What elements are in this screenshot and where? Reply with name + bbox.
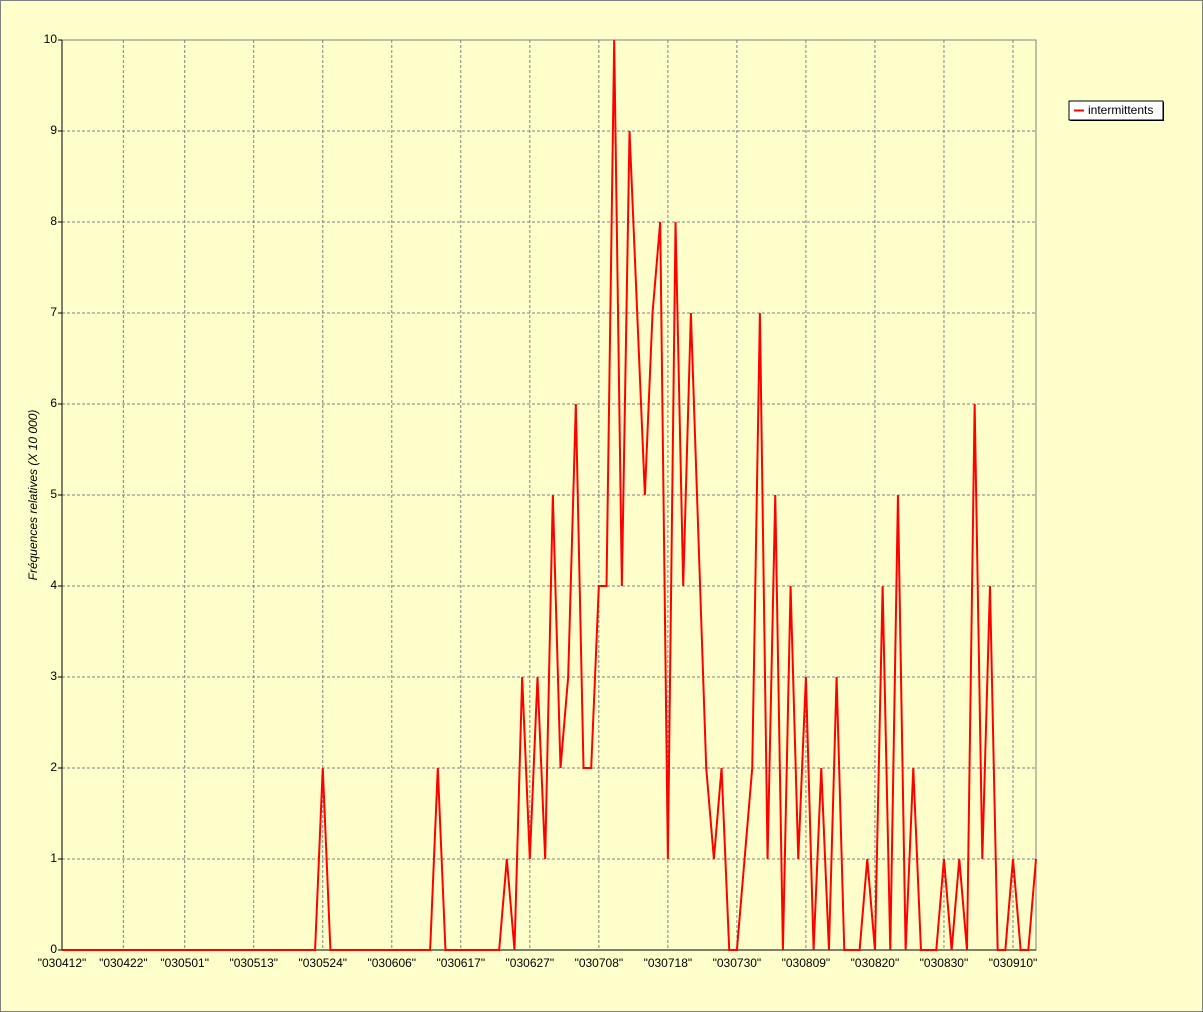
x-tick-label: "030606" — [367, 956, 416, 970]
x-tick-label: "030513" — [229, 956, 278, 970]
y-tick-label: 2 — [50, 760, 57, 774]
line-series — [62, 39, 1037, 951]
x-tick-label: "030730" — [713, 956, 762, 970]
x-tick-label: "030830" — [920, 956, 969, 970]
x-tick-label: "030708" — [575, 956, 624, 970]
y-tick-label: 3 — [50, 669, 57, 683]
x-tick-label: "030617" — [437, 956, 486, 970]
x-tick-label: "030412" — [38, 956, 87, 970]
x-tick-label: "030809" — [782, 956, 831, 970]
y-tick-label: 9 — [50, 123, 57, 137]
y-tick-label: 0 — [50, 942, 57, 956]
y-tick-label: 5 — [50, 487, 57, 501]
y-tick-label: 7 — [50, 305, 57, 319]
y-tick-label: 10 — [44, 32, 58, 46]
x-tick-label: "030501" — [160, 956, 209, 970]
x-tick-label: "030820" — [851, 956, 900, 970]
x-tick-label: "030422" — [99, 956, 148, 970]
y-tick-label: 1 — [50, 851, 57, 865]
y-tick-label: 6 — [50, 396, 57, 410]
x-tick-label: "030718" — [644, 956, 693, 970]
x-tick-label: "030910" — [989, 956, 1038, 970]
legend-label: intermittents — [1088, 103, 1153, 117]
y-tick-label: 8 — [50, 214, 57, 228]
x-tick-label: "030524" — [298, 956, 347, 970]
legend-box — [1068, 100, 1164, 121]
x-tick-label: "030627" — [506, 956, 555, 970]
y-axis-label: Fréquences relatives (X 10 000) — [26, 410, 40, 581]
y-tick-label: 4 — [50, 578, 57, 592]
